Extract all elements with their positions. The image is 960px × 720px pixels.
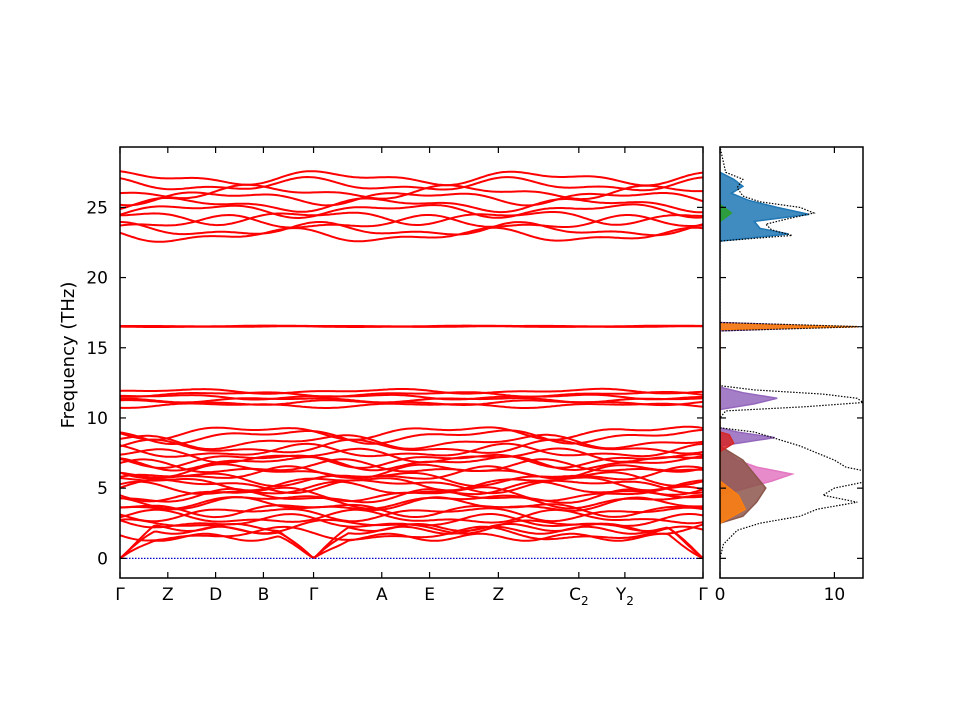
band-branch: [120, 324, 703, 328]
x-tick-label: Γ: [309, 585, 319, 605]
band-branch: [119, 442, 704, 458]
band-branch: [120, 397, 704, 404]
dos-projection-area: [720, 171, 810, 242]
band-branch: [119, 476, 704, 492]
dos-projection-area: [720, 431, 735, 453]
band-branch: [119, 465, 704, 481]
band-branch: [119, 471, 704, 488]
y-tick-label: 0: [97, 549, 108, 569]
band-branch: [119, 226, 704, 243]
band-branch: [119, 211, 703, 227]
band-branch: [119, 458, 704, 474]
band-branch: [119, 480, 704, 496]
x-tick-label: Γ: [698, 585, 708, 605]
band-branch: [119, 447, 704, 464]
band-branch: [120, 503, 703, 519]
band-branch: [119, 175, 704, 192]
band-branch: [119, 525, 704, 560]
band-branch: [119, 387, 704, 395]
band-branch: [119, 428, 704, 445]
x-tick-label: Z: [162, 585, 174, 605]
dos-projections: [720, 147, 863, 578]
dos-plot: 0 10: [715, 146, 864, 605]
x-tick-label: B: [258, 585, 270, 605]
x-tick-label: Γ: [115, 585, 125, 605]
band-structure-plot: 0 5 10 15 20 25 Γ Z D B Γ A E Z C2 Y2 Γ: [86, 146, 708, 608]
band-branch: [119, 213, 704, 229]
band-branch: [119, 425, 704, 441]
dos-frame: [719, 146, 864, 579]
band-branch: [119, 513, 704, 529]
band-branch: [119, 463, 704, 480]
x-tick-label: Y2: [615, 585, 634, 608]
band-branch: [119, 438, 704, 455]
dos-projection-area: [720, 321, 841, 447]
dos-axes: 0 10: [715, 146, 864, 605]
total-dos-line: [720, 147, 863, 578]
x-tick-label: C2: [569, 585, 589, 608]
dos-x-tick-label: 0: [715, 585, 726, 605]
band-frame: [119, 146, 704, 579]
band-branch: [119, 183, 703, 201]
band-branch: [119, 494, 704, 510]
band-branch: [119, 196, 703, 214]
band-branch: [120, 221, 704, 237]
band-branch: [119, 203, 704, 219]
dos-series: [720, 147, 863, 578]
band-branch: [119, 170, 704, 187]
band-branch: [119, 496, 704, 512]
x-tick-label: D: [209, 585, 222, 605]
y-axis-label: Frequency (THz): [58, 282, 79, 429]
y-tick-label: 20: [86, 269, 108, 289]
x-tick-label: E: [424, 585, 435, 605]
x-tick-label: A: [376, 585, 388, 605]
band-branch: [119, 433, 704, 451]
dos-projection-area: [720, 203, 733, 223]
band-branch: [119, 402, 704, 409]
y-tick-label: 15: [86, 339, 108, 359]
y-tick-label: 25: [86, 198, 108, 218]
x-tick-label: Z: [493, 585, 505, 605]
band-branch: [120, 393, 704, 401]
band-branch: [119, 508, 704, 525]
y-tick-label: 5: [97, 479, 108, 499]
dos-x-tick-label: 10: [824, 585, 846, 605]
y-tick-label: 10: [86, 409, 108, 429]
band-branch: [119, 506, 704, 523]
band-branch: [119, 525, 704, 542]
band-branch: [119, 391, 704, 398]
dos-projection-area: [720, 323, 858, 524]
band-lines: [119, 170, 704, 560]
